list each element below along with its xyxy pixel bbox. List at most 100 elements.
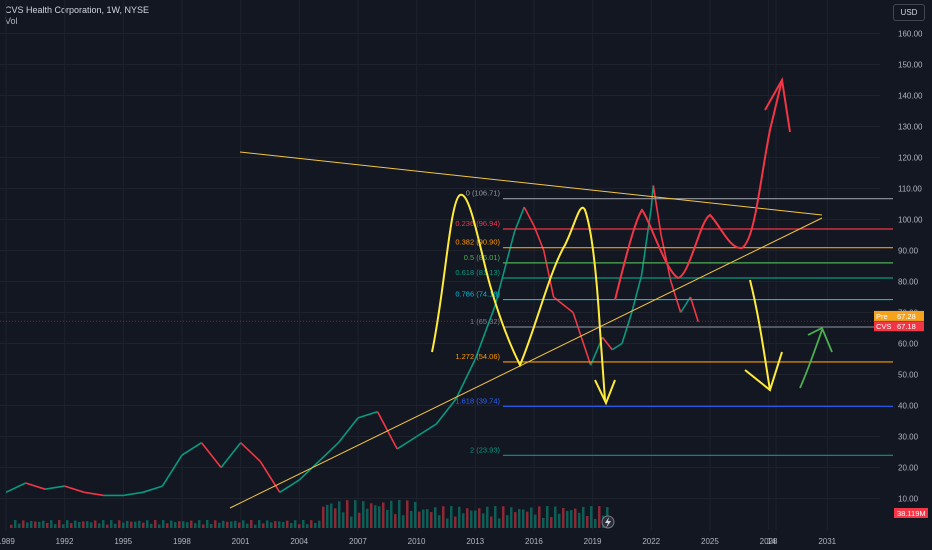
currency-button[interactable]: USD	[893, 4, 925, 21]
price-segment	[337, 417, 359, 444]
price-segment	[533, 225, 545, 251]
volume-bar	[594, 519, 597, 528]
volume-bar	[98, 523, 101, 528]
volume-bar	[166, 523, 169, 528]
time-tick-label: 1998	[173, 537, 191, 546]
price-axis: 160.00 150.00 140.00 130.00 120.00 110.00 100.…	[898, 30, 923, 504]
yellow-arrow-head	[594, 379, 616, 406]
volume-bar	[494, 506, 497, 528]
volume-bar	[438, 515, 441, 528]
volume-bar	[282, 521, 285, 528]
volume-bar	[458, 506, 461, 528]
price-segment	[64, 485, 85, 494]
volume-bar	[278, 521, 281, 528]
volume-bar	[330, 503, 333, 528]
volume-bar	[178, 521, 181, 528]
price-segment	[416, 423, 437, 438]
volume-bar	[62, 524, 65, 528]
price-segment	[572, 312, 592, 366]
price-segment	[5, 482, 26, 494]
volume-bar	[526, 511, 529, 528]
volume-bar	[358, 512, 361, 528]
volume-tag-value: 38.119M	[897, 509, 926, 518]
last-tag-label-box	[874, 321, 894, 332]
volume-bar	[514, 512, 517, 528]
price-segment	[240, 442, 261, 462]
price-tick-label: 140.00	[898, 92, 923, 101]
descending-trendline	[239, 151, 823, 216]
volume-bar	[430, 512, 433, 528]
volume-bar	[126, 520, 129, 528]
volume-bar	[462, 513, 465, 528]
last-tag-label: CVS	[876, 322, 891, 331]
price-tick-label: 10.00	[898, 495, 919, 504]
volume-bar	[222, 520, 225, 528]
volume-bar	[202, 524, 205, 528]
time-axis: 1989 1992 1995 1998 2001 2004 2007 2010 2013 2016…	[0, 537, 837, 546]
volume-bar	[322, 506, 325, 528]
fib-level-label: 1 (65.32)	[470, 317, 501, 326]
green-projection-path	[799, 329, 823, 389]
volume-bars	[10, 500, 609, 528]
price-tick-label: 90.00	[898, 247, 919, 256]
time-tick-label: 2001	[232, 537, 250, 546]
volume-bar	[106, 524, 109, 528]
volume-bar	[582, 506, 585, 528]
price-segment	[200, 442, 222, 468]
fib-level-label: 0.786 (74.18)	[455, 290, 500, 299]
price-tick-label: 20.00	[898, 464, 919, 473]
volume-bar	[134, 521, 137, 528]
time-tick-label: 2007	[349, 537, 367, 546]
volume-bar	[374, 505, 377, 528]
volume-bar	[394, 514, 397, 528]
volume-bar	[566, 510, 569, 528]
ascending-trendline	[229, 217, 823, 509]
price-tick-label: 40.00	[898, 402, 919, 411]
volume-bar	[182, 521, 185, 528]
price-segment	[542, 250, 555, 298]
volume-bar	[78, 521, 81, 528]
volume-bar	[518, 509, 521, 528]
time-tick-label: 2022	[642, 537, 660, 546]
price-segment	[298, 460, 320, 481]
volume-bar	[238, 522, 241, 528]
volume-bar	[154, 520, 157, 528]
volume-bar	[30, 520, 33, 528]
volume-bar	[454, 516, 457, 528]
yellow-projection-path-2	[749, 279, 771, 391]
volume-bar	[422, 509, 425, 528]
lightning-glyph	[605, 517, 611, 528]
volume-bar	[414, 501, 417, 528]
volume-bar	[418, 511, 421, 528]
volume-bar	[234, 520, 237, 528]
time-tick-label: 2031	[818, 537, 836, 546]
price-tick-label: 150.00	[898, 61, 923, 70]
volume-bar	[262, 523, 265, 528]
volume-bar	[34, 521, 37, 528]
volume-bar	[174, 522, 177, 528]
volume-bar	[302, 520, 305, 528]
volume-bar	[562, 507, 565, 528]
volume-bar	[14, 520, 17, 528]
volume-bar	[94, 520, 97, 528]
volume-bar	[158, 524, 161, 528]
volume-bar	[406, 500, 409, 528]
volume-bar	[42, 520, 45, 528]
volume-bar	[446, 518, 449, 528]
volume-bar	[142, 522, 145, 528]
price-segment	[455, 358, 477, 400]
volume-bar	[22, 520, 25, 528]
volume-bar	[354, 500, 357, 528]
last-tag-value: 67.18	[897, 322, 916, 331]
volume-bar	[310, 520, 313, 528]
red-projection-path	[614, 79, 783, 301]
price-segment	[611, 342, 623, 351]
volume-bar	[198, 520, 201, 528]
price-segment	[435, 398, 457, 425]
fib-level-label: 1.618 (39.74)	[455, 396, 500, 405]
volume-bar	[398, 500, 401, 528]
volume-bar	[70, 523, 73, 528]
volume-bar	[122, 522, 125, 528]
volume-bar	[450, 506, 453, 528]
